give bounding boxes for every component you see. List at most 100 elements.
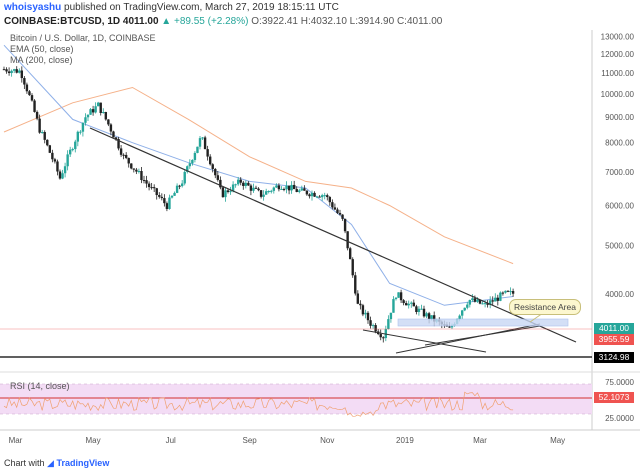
candle-body <box>74 141 77 150</box>
candle-body <box>193 152 197 160</box>
candle-body <box>155 188 158 196</box>
ma-200-line <box>3 86 514 265</box>
candle-body <box>25 84 29 92</box>
candle-body <box>313 192 316 197</box>
ohlc-values: O:3922.41 H:4032.10 L:3914.90 C:4011.00 <box>251 16 443 27</box>
candle-body <box>168 197 171 209</box>
tradingview-logo-icon: ◢ <box>47 458 54 468</box>
candle-body <box>63 166 67 174</box>
candle-body <box>188 163 192 167</box>
candle-body <box>147 183 151 188</box>
candle-body <box>170 195 174 198</box>
ema-50-line <box>3 44 514 306</box>
candle-body <box>392 299 395 313</box>
candle-body <box>140 171 143 181</box>
candle-body <box>509 291 512 293</box>
candle-body <box>96 102 100 107</box>
candle-body <box>346 231 349 249</box>
y-tick-label: 6000.00 <box>605 202 634 211</box>
candle-body <box>259 190 263 197</box>
candle-body <box>275 185 278 188</box>
rsi-legend[interactable]: RSI (14, close) <box>10 381 70 392</box>
candle-body <box>35 111 39 119</box>
candle-body <box>104 112 108 120</box>
y-tick-label: 13000.00 <box>601 33 635 42</box>
candle-body <box>33 100 36 112</box>
candle-body <box>173 192 176 196</box>
candle-body <box>389 312 393 320</box>
candle-body <box>323 195 326 197</box>
candle-body <box>343 218 347 232</box>
candle-body <box>315 196 319 198</box>
symbol-label[interactable]: COINBASE:BTCUSD, 1D <box>4 16 121 27</box>
candle-body <box>84 117 87 123</box>
candle-body <box>234 184 237 186</box>
candle-body <box>117 139 120 149</box>
author-link[interactable]: whoisyashu <box>4 2 62 13</box>
candle-body <box>30 95 34 101</box>
candle-body <box>415 306 418 313</box>
resistance-area-box <box>397 318 569 327</box>
candle-body <box>66 154 69 167</box>
candle-body <box>496 297 500 301</box>
candle-body <box>422 308 426 317</box>
candle-body <box>124 154 128 158</box>
candle-body <box>466 304 469 308</box>
candle-body <box>43 132 46 140</box>
candle-body <box>326 195 329 198</box>
ma-legend[interactable]: MA (200, close) <box>10 55 73 65</box>
x-tick-label: Jul <box>166 436 176 445</box>
candle-body <box>506 290 510 292</box>
candle-body <box>216 175 220 180</box>
candle-body <box>211 164 214 169</box>
ema-price-tag: 3955.59 <box>594 334 634 345</box>
candle-body <box>478 299 482 304</box>
candle-body <box>61 173 64 179</box>
candle-body <box>333 207 337 210</box>
rsi-label: RSI (14, close) <box>10 381 70 391</box>
wedge-lower-line <box>362 329 487 353</box>
candle-body <box>68 149 72 155</box>
candle-body <box>369 320 372 326</box>
candle-body <box>359 303 362 306</box>
candle-body <box>51 152 54 160</box>
candle-body <box>48 145 52 153</box>
candle-body <box>76 131 80 142</box>
candle-body <box>399 292 403 301</box>
candle-body <box>183 171 186 184</box>
candle-body <box>397 292 400 298</box>
candle-body <box>384 329 388 339</box>
candle-body <box>270 190 273 192</box>
candle-body <box>473 298 477 302</box>
candle-body <box>180 183 184 187</box>
candle-body <box>267 191 270 193</box>
resistance-area-label[interactable]: Resistance Area <box>509 299 581 315</box>
candle-body <box>364 312 367 315</box>
y-tick-label: 4000.00 <box>605 290 634 299</box>
candle-body <box>132 168 136 170</box>
ema-legend[interactable]: EMA (50, close) <box>10 44 74 54</box>
x-tick-label: Mar <box>9 436 23 445</box>
candle-body <box>254 187 258 189</box>
last-price: 4011.00 <box>122 16 159 27</box>
candle-body <box>300 188 304 191</box>
candle-body <box>407 303 410 306</box>
candle-body <box>142 180 146 182</box>
candle-body <box>282 188 286 190</box>
candle-body <box>387 319 390 330</box>
candle-body <box>292 184 296 190</box>
candle-body <box>402 300 405 304</box>
y-tick-label: 10000.00 <box>601 90 635 99</box>
candle-body <box>425 313 428 317</box>
candle-body <box>203 137 207 150</box>
candle-body <box>201 137 204 139</box>
candle-body <box>109 124 113 132</box>
footer-brand[interactable]: TradingView <box>56 458 110 468</box>
candle-body <box>488 300 492 305</box>
chart-header: whoisyashu published on TradingView.com,… <box>0 0 640 30</box>
candle-body <box>460 310 464 316</box>
candle-body <box>277 185 281 190</box>
x-tick-label: May <box>550 436 565 445</box>
candle-body <box>320 195 324 198</box>
